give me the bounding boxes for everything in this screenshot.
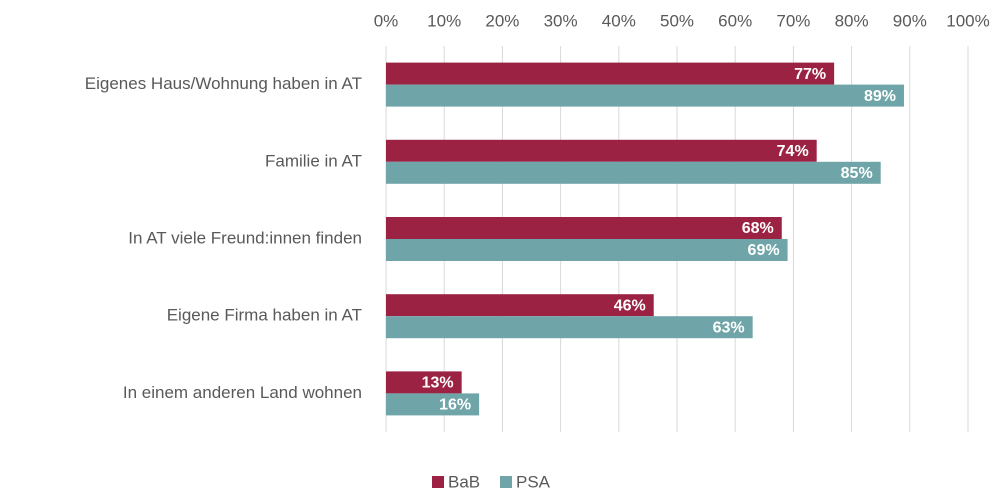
bar (386, 84, 904, 107)
bar (386, 217, 782, 239)
value-label: 85% (841, 165, 873, 182)
x-tick-label: 60% (718, 11, 752, 30)
legend-swatch (432, 476, 444, 488)
y-tick-label: Familie in AT (265, 151, 362, 170)
value-label: 63% (713, 319, 745, 336)
bar (386, 161, 881, 184)
x-tick-label: 20% (485, 11, 519, 30)
legend-swatch (500, 476, 512, 488)
bar (386, 294, 654, 317)
x-tick-label: 90% (893, 11, 927, 30)
value-label: 89% (864, 88, 896, 105)
value-label: 74% (777, 143, 809, 160)
y-tick-label: Eigenes Haus/Wohnung haben in AT (85, 74, 362, 93)
bar (386, 62, 835, 85)
value-label: 68% (742, 220, 774, 237)
bar (386, 316, 753, 339)
x-tick-label: 70% (776, 11, 810, 30)
legend-label: BaB (448, 472, 480, 491)
x-tick-label: 40% (602, 11, 636, 30)
bar (386, 139, 817, 162)
value-label: 77% (794, 66, 826, 83)
value-label: 46% (614, 297, 646, 314)
x-tick-label: 10% (427, 11, 461, 30)
bar (386, 371, 462, 394)
y-tick-label: In AT viele Freund:innen finden (128, 228, 362, 247)
y-tick-label: In einem anderen Land wohnen (123, 383, 362, 402)
x-tick-label: 80% (835, 11, 869, 30)
x-tick-label: 100% (946, 11, 989, 30)
x-tick-label: 30% (544, 11, 578, 30)
y-tick-label: Eigene Firma haben in AT (167, 306, 362, 325)
bar (386, 239, 788, 261)
value-label: 13% (422, 375, 454, 392)
value-label: 16% (439, 397, 471, 414)
x-tick-label: 0% (374, 11, 399, 30)
value-label: 69% (748, 242, 780, 259)
x-tick-label: 50% (660, 11, 694, 30)
bar (386, 393, 480, 416)
legend-label: PSA (516, 472, 551, 491)
